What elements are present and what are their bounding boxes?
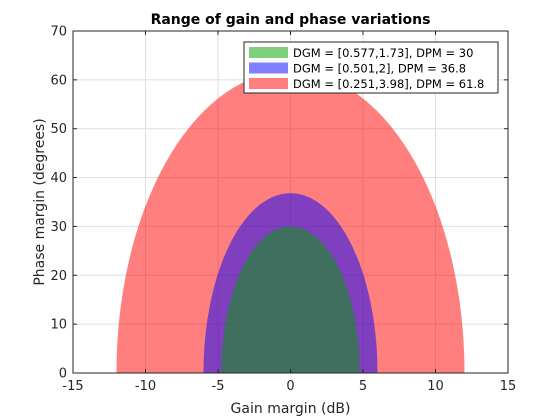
series-region-1 xyxy=(221,226,360,373)
y-tick-label: 30 xyxy=(50,220,67,235)
axis-ticks: -15 -10 -5 0 5 10 15 0 10 20 30 40 50 60 70 xyxy=(50,25,516,395)
legend-swatch xyxy=(249,47,288,58)
y-tick-label: 40 xyxy=(50,171,67,186)
y-tick-label: 0 xyxy=(59,367,67,382)
y-tick-label: 60 xyxy=(50,73,67,88)
x-tick-label: -5 xyxy=(212,379,225,394)
legend-label: DGM = [0.251,3.98], DPM = 61.8 xyxy=(293,77,484,91)
legend: DGM = [0.577,1.73], DPM = 30 DGM = [0.501… xyxy=(243,41,499,94)
x-axis-label: Gain margin (dB) xyxy=(231,401,351,417)
y-tick-label: 70 xyxy=(50,25,67,40)
x-tick-label: 0 xyxy=(286,379,294,394)
x-tick-label: 5 xyxy=(359,379,367,394)
x-tick-label: -15 xyxy=(62,379,83,394)
y-tick-label: 50 xyxy=(50,122,67,137)
legend-swatch xyxy=(249,62,288,74)
y-axis-label: Phase margin (degrees) xyxy=(32,118,48,285)
x-tick-label: 15 xyxy=(500,379,517,394)
x-tick-label: 10 xyxy=(427,379,444,394)
chart-title: Range of gain and phase variations xyxy=(151,12,431,28)
y-tick-label: 10 xyxy=(50,318,67,333)
legend-label: DGM = [0.501,2], DPM = 36.8 xyxy=(293,62,466,76)
legend-label: DGM = [0.577,1.73], DPM = 30 xyxy=(293,46,473,60)
y-tick-label: 20 xyxy=(50,269,67,284)
series-regions xyxy=(116,71,465,373)
x-tick-label: -10 xyxy=(135,379,156,394)
legend-swatch xyxy=(249,78,288,89)
